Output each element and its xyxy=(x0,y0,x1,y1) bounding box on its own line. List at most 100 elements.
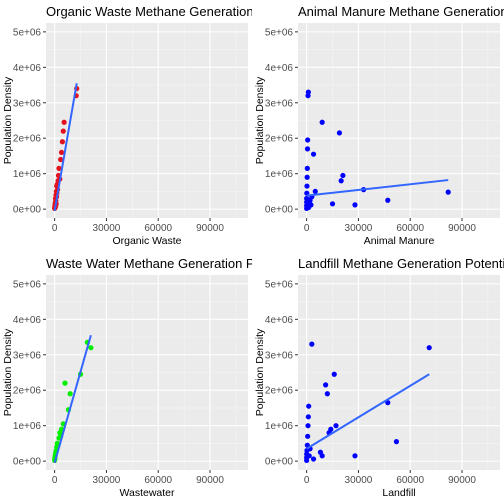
x-axis-title: Landfill xyxy=(382,487,415,499)
data-point xyxy=(319,119,325,125)
data-point xyxy=(305,89,311,95)
x-tick-label: 0 xyxy=(304,223,310,234)
y-tick-label: 5e+06 xyxy=(265,279,294,290)
y-axis-title: Population Density xyxy=(254,76,266,164)
data-point xyxy=(67,391,73,397)
y-tick-label: 2e+06 xyxy=(13,386,42,397)
x-tick-label: 60000 xyxy=(144,223,172,234)
trend-line xyxy=(306,179,449,197)
data-point xyxy=(352,202,358,208)
trend-line xyxy=(53,83,78,212)
data-point xyxy=(445,189,451,195)
data-point xyxy=(62,380,68,386)
y-tick-label: 1e+06 xyxy=(265,421,294,432)
data-point xyxy=(323,382,329,388)
data-point xyxy=(308,202,314,208)
x-axis-title: Organic Waste xyxy=(112,235,181,247)
data-point xyxy=(310,151,317,157)
data-point xyxy=(393,439,400,445)
x-tick-label: 90000 xyxy=(196,475,224,486)
data-point xyxy=(304,146,311,152)
y-tick-label: 0e+00 xyxy=(265,205,294,216)
chart-title: Waste Water Methane Generation Potential xyxy=(46,256,297,271)
y-tick-label: 0e+00 xyxy=(265,457,294,468)
y-tick-label: 3e+06 xyxy=(13,350,42,361)
y-tick-label: 2e+06 xyxy=(13,134,42,145)
data-point xyxy=(305,414,311,420)
data-point xyxy=(338,178,344,184)
data-point xyxy=(306,453,312,459)
y-tick-label: 3e+06 xyxy=(13,98,42,109)
data-point xyxy=(306,403,312,409)
data-point xyxy=(340,172,346,179)
data-point xyxy=(60,128,66,134)
y-axis-title: Population Density xyxy=(2,328,14,416)
data-point xyxy=(336,130,343,136)
data-point xyxy=(309,341,315,347)
y-axis-title: Population Density xyxy=(254,328,266,416)
y-tick-label: 0e+00 xyxy=(13,457,42,468)
y-tick-label: 1e+06 xyxy=(13,169,42,180)
x-tick-label: 0 xyxy=(52,475,58,486)
x-tick-label: 60000 xyxy=(396,223,424,234)
chart-panel-3: Waste Water Methane Generation Potential… xyxy=(2,256,297,499)
data-point xyxy=(304,174,310,180)
y-axis-title: Population Density xyxy=(2,76,14,164)
x-tick-label: 30000 xyxy=(93,223,121,234)
data-point xyxy=(319,453,325,459)
data-point xyxy=(59,139,66,145)
data-point xyxy=(305,137,311,143)
data-point xyxy=(58,149,65,156)
data-point xyxy=(310,456,317,462)
data-point xyxy=(304,190,310,196)
data-point xyxy=(331,371,337,377)
data-point xyxy=(426,345,432,351)
data-point xyxy=(61,119,67,125)
x-tick-label: 30000 xyxy=(345,475,373,486)
data-point xyxy=(88,345,94,351)
chart-panel-4: Landfill Methane Generation Potential 0 30… xyxy=(254,256,504,499)
data-point xyxy=(329,201,336,207)
chart-title: Animal Manure Methane Generation Potenti… xyxy=(298,4,504,19)
x-tick-label: 90000 xyxy=(196,223,224,234)
y-tick-label: 3e+06 xyxy=(265,350,294,361)
data-point xyxy=(305,433,311,439)
y-tick-label: 5e+06 xyxy=(13,27,42,38)
trend-line xyxy=(53,334,92,464)
chart-panel-2: Animal Manure Methane Generation Potenti… xyxy=(254,4,504,247)
data-point xyxy=(56,165,62,171)
trend-line xyxy=(306,373,430,450)
data-point xyxy=(385,197,391,203)
chart-title: Landfill Methane Generation Potential xyxy=(298,256,504,271)
data-point xyxy=(305,423,311,429)
data-point xyxy=(58,156,64,163)
y-tick-label: 0e+00 xyxy=(13,205,42,216)
x-tick-label: 90000 xyxy=(448,223,476,234)
y-tick-label: 2e+06 xyxy=(265,386,294,397)
data-point xyxy=(352,453,358,459)
x-axis-title: Wastewater xyxy=(119,487,175,499)
y-tick-label: 4e+06 xyxy=(13,63,42,74)
x-tick-label: 30000 xyxy=(93,475,121,486)
data-point xyxy=(304,165,310,171)
y-tick-label: 4e+06 xyxy=(265,63,294,74)
y-tick-label: 2e+06 xyxy=(265,134,294,145)
y-tick-label: 1e+06 xyxy=(13,421,42,432)
x-tick-label: 60000 xyxy=(396,475,424,486)
x-tick-label: 60000 xyxy=(144,475,172,486)
y-tick-label: 1e+06 xyxy=(265,169,294,180)
chart-title: Organic Waste Methane Generation Potenti… xyxy=(46,4,308,19)
y-tick-label: 4e+06 xyxy=(265,315,294,326)
y-tick-label: 5e+06 xyxy=(13,279,42,290)
y-tick-label: 3e+06 xyxy=(265,98,294,109)
x-tick-label: 30000 xyxy=(345,223,373,234)
data-point xyxy=(333,423,339,429)
x-tick-label: 0 xyxy=(304,475,310,486)
chart-panel-1: Organic Waste Methane Generation Potenti… xyxy=(2,4,308,247)
y-tick-label: 5e+06 xyxy=(265,27,294,38)
data-point xyxy=(324,391,330,397)
x-axis-title: Animal Manure xyxy=(364,235,435,247)
data-point xyxy=(312,188,318,195)
x-tick-label: 0 xyxy=(52,223,58,234)
